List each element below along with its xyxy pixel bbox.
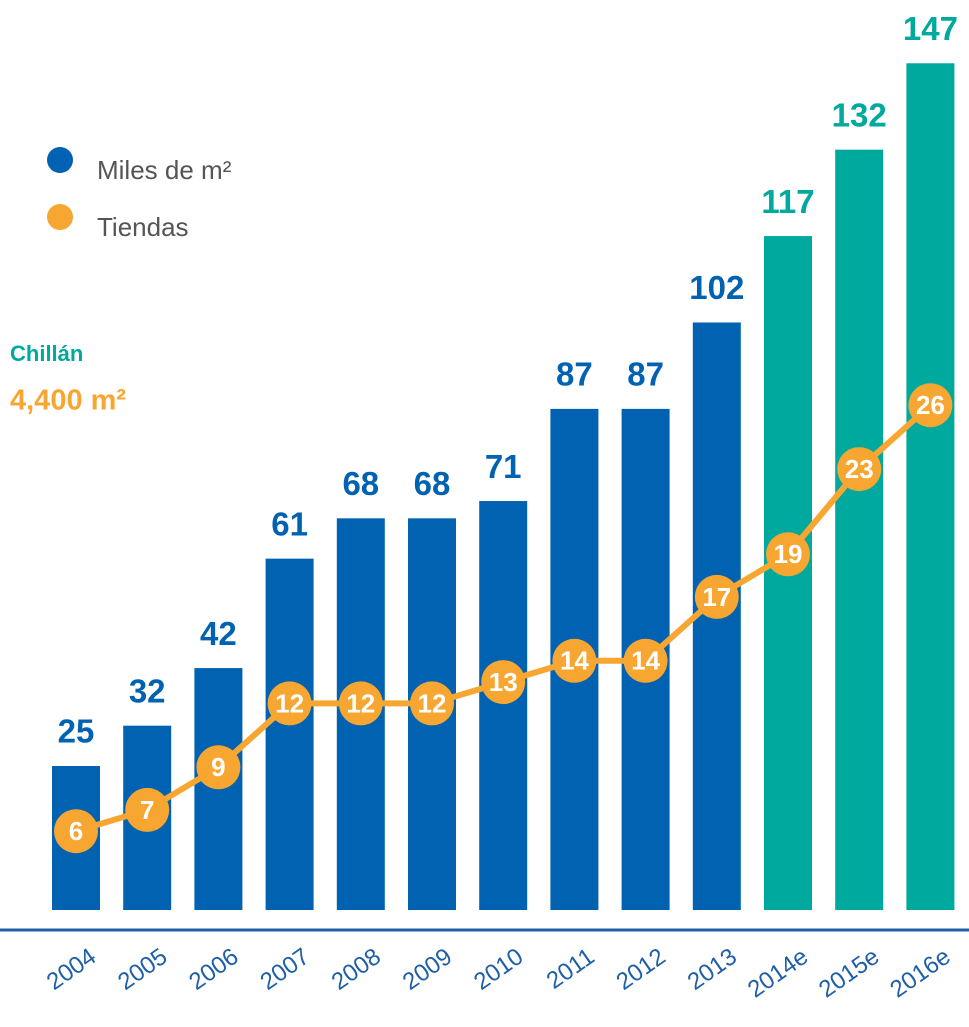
data-label: 32	[129, 672, 166, 709]
data-label: 14	[560, 646, 589, 676]
x-tick-label: 2004	[42, 943, 101, 996]
line-point	[694, 574, 739, 619]
x-tick-label: 2006	[184, 943, 243, 996]
line-point	[623, 638, 668, 683]
line-point	[267, 681, 312, 726]
x-tick-label: 2013	[683, 943, 742, 996]
data-label: 19	[774, 539, 803, 569]
annotation: 4,400 m²	[10, 385, 126, 417]
data-label: 87	[627, 356, 664, 393]
legend-swatch	[47, 204, 73, 230]
bar	[906, 63, 955, 910]
line-point	[766, 532, 810, 577]
line-point	[410, 681, 454, 726]
x-tick-label: 2009	[398, 943, 457, 996]
line-point	[552, 638, 597, 683]
data-label: 102	[689, 269, 744, 306]
data-label: 61	[271, 505, 308, 542]
x-tick-label: 2014e	[743, 943, 813, 1003]
data-label: 68	[414, 465, 451, 502]
data-label: 117	[761, 183, 814, 220]
line-point	[338, 681, 383, 726]
x-tick-label: 2010	[469, 943, 528, 996]
x-tick-label: 2005	[113, 943, 172, 996]
data-label: 68	[342, 465, 379, 502]
data-label: 7	[140, 795, 154, 825]
line-point	[54, 809, 98, 854]
data-label: 147	[903, 10, 958, 47]
x-tick-label: 2015e	[814, 943, 884, 1003]
data-label: 26	[916, 390, 945, 420]
data-label: 17	[702, 582, 731, 612]
legend-swatch	[47, 147, 73, 173]
x-tick-label: 2008	[327, 943, 386, 996]
line-point	[908, 383, 953, 428]
data-label: 87	[556, 356, 593, 393]
data-label: 13	[489, 667, 518, 697]
legend-label: Miles de m²	[97, 155, 232, 185]
line-point	[196, 745, 241, 790]
annotation: Chillán	[10, 341, 83, 366]
legend-label: Tiendas	[97, 212, 189, 242]
bar	[479, 501, 528, 910]
data-label: 12	[418, 688, 447, 718]
bar	[265, 558, 314, 910]
data-label: 12	[275, 688, 304, 718]
data-label: 42	[200, 615, 237, 652]
x-tick-label: 2011	[542, 943, 600, 995]
data-label: 14	[631, 646, 660, 676]
line-point	[125, 787, 170, 832]
line-point	[837, 447, 882, 492]
x-tick-label: 2016e	[885, 943, 955, 1003]
bar	[835, 149, 884, 910]
line-point	[481, 660, 526, 705]
x-tick-label: 2012	[611, 943, 670, 996]
data-label: 12	[346, 688, 375, 718]
data-label: 132	[832, 96, 887, 133]
data-label: 23	[845, 454, 874, 484]
data-label: 9	[211, 752, 225, 782]
data-label: 6	[69, 816, 83, 846]
data-label: 71	[485, 448, 522, 485]
data-label: 25	[58, 713, 95, 750]
x-tick-label: 2007	[255, 943, 314, 996]
